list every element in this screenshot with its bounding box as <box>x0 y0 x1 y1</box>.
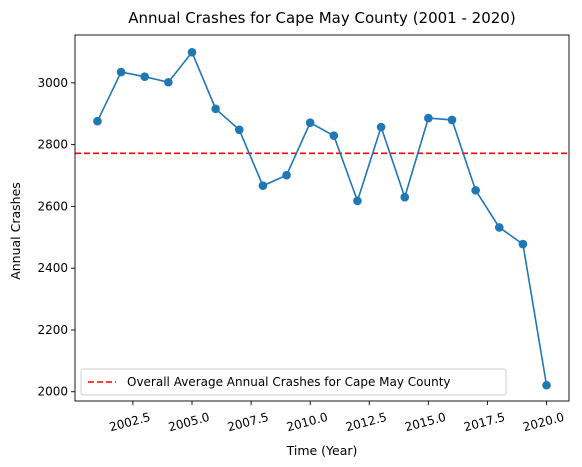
legend-box <box>80 368 507 396</box>
x-tick-label-2002.5: 2002.5 <box>108 410 152 434</box>
x-tick-label-2007.5: 2007.5 <box>226 410 270 434</box>
data-point-2003 <box>140 72 150 81</box>
x-tick-label-2010.0: 2010.0 <box>285 410 329 434</box>
x-tick-label-2020.0: 2020.0 <box>521 410 565 434</box>
x-tick-label-2012.5: 2012.5 <box>344 410 388 434</box>
data-point-2001 <box>93 116 102 126</box>
y-tick-label-2200: 2200 <box>37 323 68 337</box>
legend: Overall Average Annual Crashes for Cape … <box>80 368 507 396</box>
data-point-2017 <box>471 186 480 195</box>
x-axis-label: Time (Year) <box>286 443 358 458</box>
y-tick-label-2800: 2800 <box>37 138 68 152</box>
y-tick-label-2600: 2600 <box>37 199 68 213</box>
data-point-2015 <box>424 113 433 123</box>
x-tick-label-2017.5: 2017.5 <box>462 410 506 434</box>
data-point-2009 <box>282 170 291 180</box>
data-point-2020 <box>542 380 551 390</box>
data-point-2005 <box>187 47 197 57</box>
data-point-2002 <box>116 67 126 77</box>
y-tick-label-2400: 2400 <box>37 261 68 275</box>
data-point-2006 <box>211 104 220 114</box>
chart-title: Annual Crashes for Cape May County (2001… <box>128 9 515 27</box>
legend-label-average: Overall Average Annual Crashes for Cape … <box>127 375 451 389</box>
data-point-2016 <box>447 115 457 125</box>
data-point-2004 <box>164 77 173 87</box>
plot-area <box>75 47 569 390</box>
data-point-2019 <box>518 239 528 249</box>
series-line <box>96 51 548 386</box>
plot-frame <box>74 34 570 402</box>
y-tick-label-2000: 2000 <box>37 385 68 399</box>
data-point-2018 <box>494 223 504 232</box>
x-tick-label-2015.0: 2015.0 <box>403 410 447 434</box>
data-point-2013 <box>376 122 386 132</box>
data-point-2010 <box>305 118 315 128</box>
data-point-2014 <box>400 192 410 202</box>
data-point-2007 <box>234 125 244 135</box>
y-tick-label-3000: 3000 <box>37 76 68 90</box>
data-point-2012 <box>353 196 362 206</box>
x-tick-label-2005.0: 2005.0 <box>167 410 211 434</box>
data-point-2011 <box>329 131 339 140</box>
y-axis-label: Annual Crashes <box>8 182 23 280</box>
data-point-2008 <box>258 181 268 191</box>
